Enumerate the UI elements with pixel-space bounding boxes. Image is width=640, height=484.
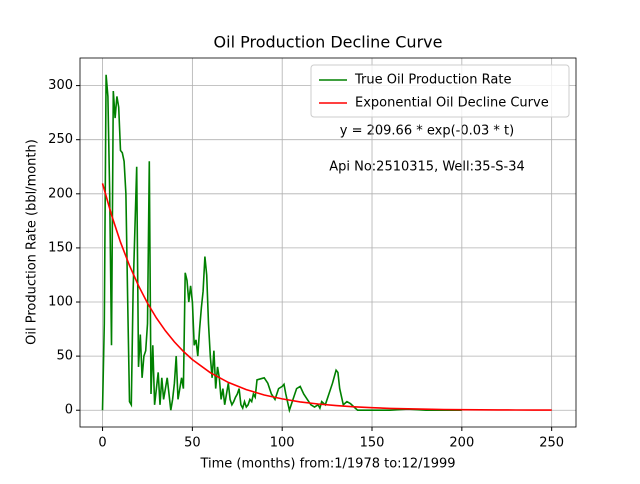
x-tick-label: 250 <box>539 436 564 451</box>
data-line <box>101 74 462 414</box>
y-tick-label: 100 <box>48 295 73 310</box>
y-tick-label: 200 <box>48 186 73 201</box>
data-line <box>101 183 552 411</box>
y-tick-label: 300 <box>48 78 73 93</box>
x-tick-label: 100 <box>270 436 295 451</box>
x-tick-label: 0 <box>98 436 106 451</box>
x-tick-label: 50 <box>184 436 201 451</box>
x-axis-label: Time (months) from:1/1978 to:12/1999 <box>199 457 455 472</box>
plot-frame <box>79 57 577 428</box>
x-tick-label: 150 <box>360 436 385 451</box>
x-tick-label: 200 <box>449 436 474 451</box>
legend-label: Exponential Oil Decline Curve <box>355 96 549 111</box>
annotation: y = 209.66 * exp(-0.03 * t) <box>340 124 514 139</box>
y-tick-label: 50 <box>56 349 73 364</box>
legend: True Oil Production Rate Exponential Oil … <box>310 64 570 118</box>
chart-title: Oil Production Decline Curve <box>214 33 443 52</box>
legend-label: True Oil Production Rate <box>354 73 511 88</box>
legend-box <box>310 64 570 118</box>
y-tick-label: 150 <box>48 240 73 255</box>
annotation: Api No:2510315, Well:35-S-34 <box>329 160 525 175</box>
y-tick-label: 0 <box>65 403 73 418</box>
y-axis-label: Oil Production Rate (bbl/month) <box>25 139 40 345</box>
y-tick-label: 250 <box>48 132 73 147</box>
